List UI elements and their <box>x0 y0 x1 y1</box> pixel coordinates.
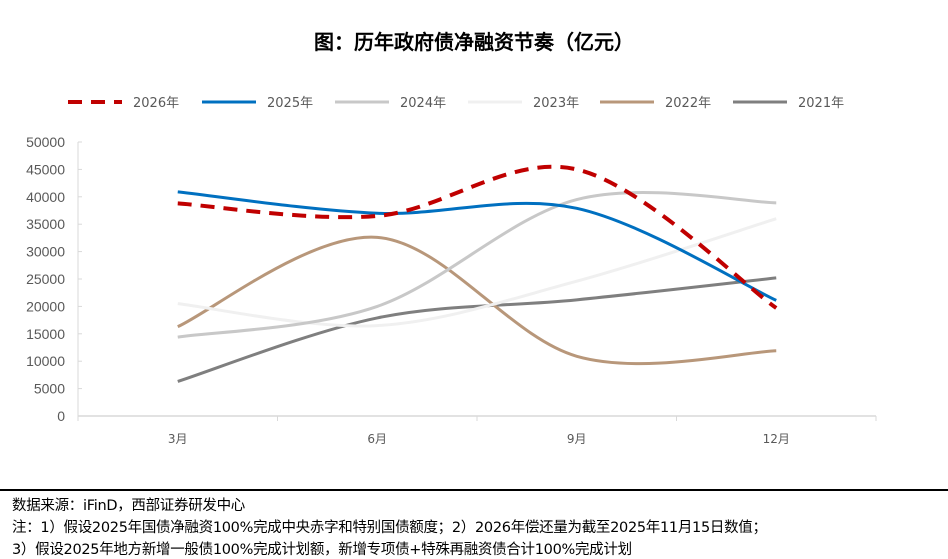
source-note: 数据来源：iFinD，西部证券研发中心 <box>12 498 245 514</box>
y-tick-label: 5000 <box>34 381 65 397</box>
x-tick-label: 12月 <box>763 432 790 446</box>
legend-item: 2026年 <box>68 96 179 111</box>
series-line-2023年 <box>177 217 777 328</box>
x-tick-label: 6月 <box>367 432 387 446</box>
y-tick-label: 40000 <box>26 189 65 205</box>
footnote-line-2: 3）假设2025年地方新增一般债100%完成计划额，新增专项债+特殊再融资债合计… <box>12 542 632 558</box>
y-tick-label: 35000 <box>26 216 65 232</box>
legend-item: 2021年 <box>733 96 844 111</box>
series-line-2021年 <box>177 276 777 383</box>
y-tick-label: 30000 <box>26 244 65 260</box>
chart-title: 图：历年政府债净融资节奏（亿元） <box>314 30 634 54</box>
y-tick-label: 25000 <box>26 271 65 287</box>
y-tick-label: 0 <box>57 408 65 424</box>
x-tick-label: 9月 <box>567 432 587 446</box>
y-tick-label: 15000 <box>26 326 65 342</box>
legend-item: 2022年 <box>600 96 711 111</box>
legend-label: 2024年 <box>400 96 446 111</box>
line-chart: 0 5000 10000 15000 20000 25000 30000 35000 40000… <box>26 96 877 446</box>
legend-label: 2022年 <box>665 96 711 111</box>
y-tick-label: 10000 <box>26 353 65 369</box>
divider <box>0 489 948 491</box>
y-tick-label: 50000 <box>26 134 65 150</box>
series-line-2022年 <box>177 235 777 366</box>
legend-item: 2023年 <box>468 96 579 111</box>
legend-label: 2023年 <box>533 96 579 111</box>
legend-label: 2021年 <box>798 96 844 111</box>
y-tick-label: 45000 <box>26 161 65 177</box>
series-line-2024年 <box>177 191 777 339</box>
y-tick-label: 20000 <box>26 298 65 314</box>
footnote-line-1: 注：1）假设2025年国债净融资100%完成中央赤字和特别国债额度；2）2026… <box>12 520 767 536</box>
legend-label: 2025年 <box>267 96 313 111</box>
legend-item: 2024年 <box>335 96 446 111</box>
series-line-2025年 <box>177 190 777 302</box>
legend-label: 2026年 <box>133 96 179 111</box>
legend-item: 2025年 <box>202 96 313 111</box>
series-line-2026年 <box>177 164 778 310</box>
x-tick-label: 3月 <box>168 432 188 446</box>
